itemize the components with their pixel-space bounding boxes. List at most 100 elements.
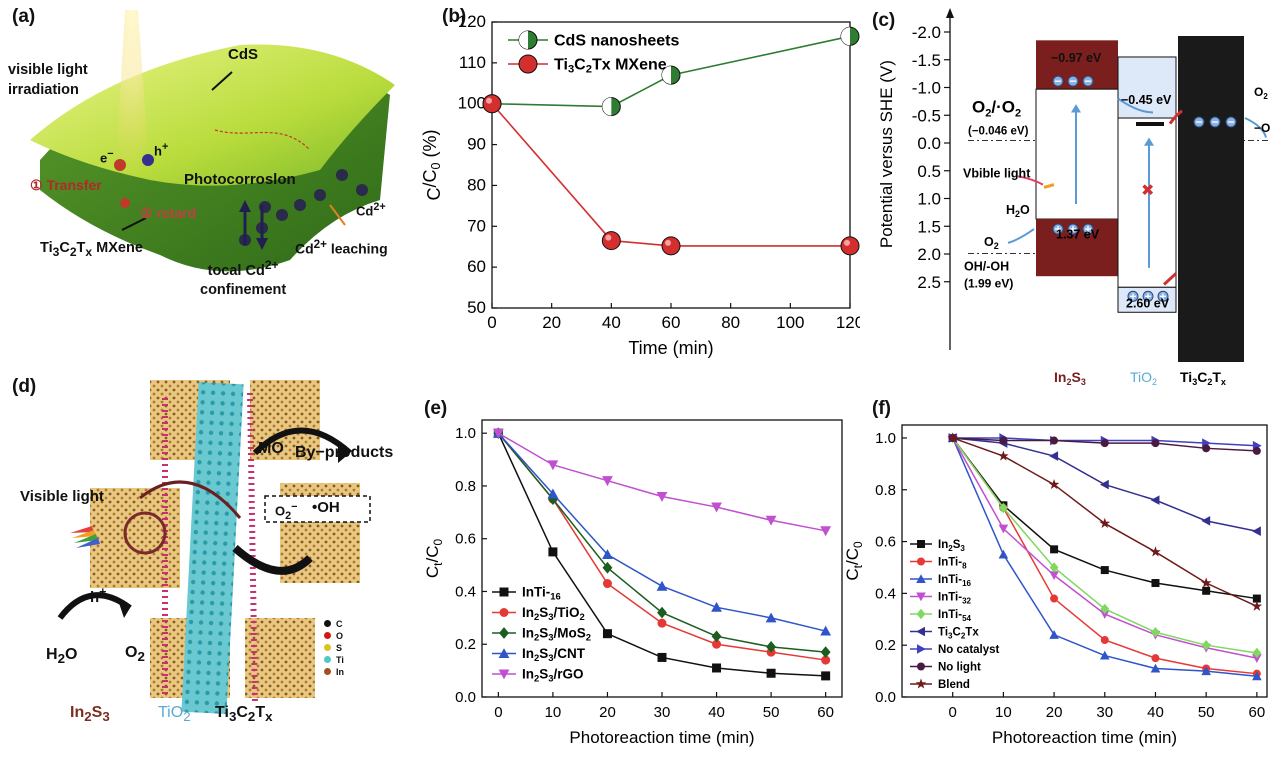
legend-marker [518, 54, 538, 74]
data-point [1048, 478, 1060, 490]
y-tick-label: 50 [467, 298, 486, 317]
data-point [1099, 517, 1111, 528]
band-diagram: -2.0 -1.5 -1.0 -0.5 0.0 0.5 1.0 1.5 2.0 2.5 Potent… [877, 8, 1271, 387]
series-line [497, 432, 826, 632]
data-point [602, 549, 613, 560]
data-point [1150, 663, 1161, 673]
y-axis-label: Potential versus SHE (V) [877, 60, 896, 248]
data-point [1202, 586, 1211, 595]
hole-label: h+ [90, 585, 107, 606]
data-point [1049, 571, 1059, 581]
data-point [917, 644, 926, 654]
data-point [821, 655, 831, 665]
data-point-highlight [665, 239, 671, 246]
data-point [1050, 545, 1059, 554]
retard-label: ② retard [140, 205, 197, 221]
o2-label: O2 [125, 644, 145, 665]
x-axis-label: Photoreaction time (min) [569, 728, 754, 747]
legend-label: No catalyst [938, 644, 1000, 656]
x-tick-label: 80 [721, 313, 740, 332]
y-axis: 0.0 0.2 0.4 0.6 0.8 1.0 [875, 430, 907, 706]
cds-mxene-illustration [30, 10, 395, 272]
x-axis-label: Photoreaction time (min) [992, 728, 1177, 747]
data-point [498, 669, 510, 680]
axis-arrow [946, 8, 954, 18]
y-tick-label: -1.0 [912, 79, 941, 98]
y-tick-label: 0.0 [455, 689, 476, 706]
reduction-arrow [1244, 117, 1267, 138]
data-point [1151, 439, 1160, 448]
series-line [491, 35, 851, 108]
x-tick-label: 20 [542, 313, 561, 332]
data-point [711, 601, 722, 612]
series-in2s3-rgo [492, 428, 832, 537]
data-point [656, 580, 668, 591]
y-tick-label: -1.5 [912, 51, 941, 70]
data-point [1202, 444, 1211, 453]
data-point [657, 606, 667, 619]
data-point [657, 652, 667, 662]
data-point [711, 630, 722, 643]
hole-dot [142, 154, 154, 166]
x-tick-label: 40 [602, 313, 621, 332]
legend-label: InTi-8​ [938, 557, 967, 571]
atom-dot-icon [324, 644, 331, 651]
cd-ion-label: Cd2+ [356, 201, 386, 219]
data-point [712, 639, 722, 649]
data-point [1252, 654, 1262, 663]
x-tick-label: 40 [1147, 704, 1164, 721]
data-point [1050, 594, 1059, 603]
in2s3-tio2-ti3c2-illustration [57, 380, 371, 714]
y-tick-label: 80 [467, 175, 486, 194]
data-point [766, 668, 776, 678]
y-tick-label: 2.0 [917, 245, 941, 264]
o2-right-label: O2 [1254, 85, 1268, 101]
legend-label: InTi-16​ [938, 574, 972, 588]
light-ray [1017, 175, 1044, 186]
series-inti-54 [948, 432, 1262, 659]
plot-frame [901, 424, 1268, 698]
mo-label: MO [258, 440, 284, 457]
x-axis: 0 10 20 30 40 50 60 [494, 692, 834, 721]
panel-a-label: (a) [12, 6, 36, 27]
panel-f: 0 10 20 30 40 50 60 0.0 0.2 0.4 0.6 0.8 1.0 Photoreac… [842, 390, 1271, 757]
y-tick-label: 100 [458, 94, 486, 113]
leaching-label: Cd2+ leaching [295, 238, 388, 257]
legend-label: InTi-54​ [938, 609, 972, 623]
panel-c: -2.0 -1.5 -1.0 -0.5 0.0 0.5 1.0 1.5 2.0 2.5 Potent… [868, 0, 1271, 400]
x-tick-label: 10 [995, 704, 1012, 721]
data-point [917, 662, 925, 671]
panel-d-label: (d) [12, 376, 37, 397]
light-label: Vbible light [963, 166, 1031, 180]
y-tick-label: 1.0 [875, 430, 896, 447]
atom-legend-item: Ti [324, 654, 344, 666]
oh-radical-label: •OH [312, 499, 340, 516]
x-axis-label: Time (min) [628, 338, 713, 358]
oh-box [264, 495, 371, 523]
data-point [1150, 546, 1161, 557]
legend-label: InTi-32​ [938, 592, 972, 606]
x-tick-label: 30 [1096, 704, 1113, 721]
legend-label: In2​S3​/CNT [522, 646, 586, 664]
data-point [1151, 654, 1160, 663]
data-point [548, 547, 558, 557]
data-point [917, 540, 925, 548]
irradiation-text: irradiation [8, 82, 79, 98]
o2-potential-label: (−0.046 eV) [968, 126, 1029, 138]
visible-light-label: visible light irradiation [8, 60, 88, 100]
light-beam [115, 10, 150, 180]
x-tick-label: 60 [817, 704, 834, 721]
y-tick-label: 0.2 [875, 637, 896, 654]
series-blend [947, 432, 1263, 611]
atom-legend-label: In [336, 667, 344, 677]
y-tick-label: 0.5 [917, 162, 941, 181]
y-tick-label: 1.0 [917, 190, 941, 209]
atom-legend-item: O [324, 630, 344, 642]
data-point [916, 608, 926, 620]
byproducts-label: By−products [295, 444, 394, 461]
data-point [765, 612, 777, 623]
data-point-highlight [486, 97, 492, 104]
schottky-mark [1168, 109, 1183, 125]
x-tick-label: 60 [662, 313, 681, 332]
data-point [602, 579, 612, 589]
